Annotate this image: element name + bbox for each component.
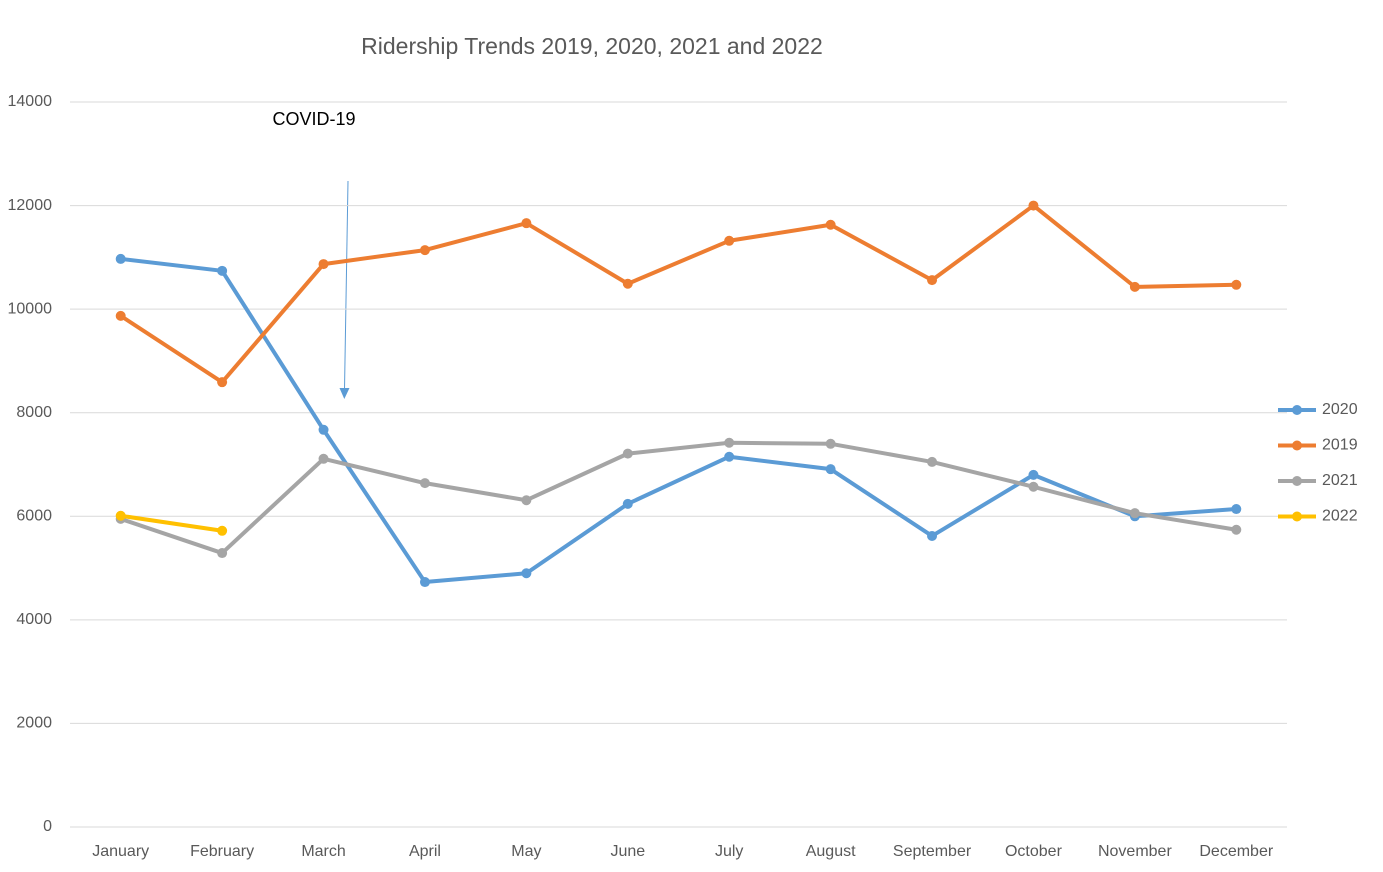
data-point — [622, 448, 633, 459]
data-point — [927, 456, 938, 467]
series-line — [120, 513, 223, 533]
data-point — [115, 510, 126, 521]
x-tick-label: September — [893, 843, 972, 860]
data-point — [1231, 279, 1242, 290]
x-tick-label: February — [190, 843, 254, 860]
data-point — [1129, 281, 1140, 292]
x-tick-label: December — [1199, 843, 1273, 860]
x-tick-label: April — [409, 843, 441, 860]
x-tick-label: January — [92, 843, 149, 860]
data-point — [217, 548, 228, 559]
data-point — [724, 437, 735, 448]
data-point — [1028, 469, 1039, 480]
x-tick-label: May — [511, 843, 541, 860]
data-point — [217, 265, 228, 276]
data-point — [1231, 504, 1242, 515]
data-point — [1129, 508, 1140, 519]
data-point — [927, 275, 938, 286]
data-point — [825, 438, 836, 449]
data-point — [419, 245, 430, 256]
data-point — [724, 451, 735, 462]
data-point — [825, 464, 836, 475]
data-point — [419, 577, 430, 588]
data-point — [217, 525, 228, 536]
legend-marker — [1292, 476, 1302, 486]
x-tick-label: March — [301, 843, 345, 860]
data-point — [622, 278, 633, 289]
y-tick-label: 4000 — [16, 611, 52, 628]
data-point — [115, 310, 126, 321]
data-point — [217, 377, 228, 388]
chart-title: Ridership Trends 2019, 2020, 2021 and 20… — [361, 33, 823, 59]
data-point — [521, 218, 532, 229]
legend-label: 2021 — [1322, 472, 1358, 489]
y-tick-label: 2000 — [16, 715, 52, 732]
legend-marker — [1292, 440, 1302, 451]
data-point — [115, 253, 126, 264]
data-point — [927, 530, 938, 541]
y-tick-label: 6000 — [16, 508, 52, 525]
data-point — [318, 259, 329, 270]
legend-label: 2020 — [1322, 401, 1358, 418]
legend-label: 2019 — [1322, 437, 1358, 454]
y-tick-label: 12000 — [8, 197, 53, 214]
x-tick-label: July — [715, 843, 743, 860]
annotation-arrow — [344, 180, 349, 391]
data-point — [318, 424, 329, 435]
y-tick-label: 8000 — [16, 404, 52, 421]
series-line — [120, 440, 1237, 556]
x-tick-label: November — [1098, 843, 1172, 860]
x-tick-label: August — [806, 843, 856, 860]
legend-marker — [1292, 405, 1302, 415]
data-point — [825, 219, 836, 230]
y-tick-label: 14000 — [8, 93, 53, 110]
annotation: COVID-19 — [272, 109, 355, 129]
y-tick-label: 0 — [43, 818, 52, 835]
legend-label: 2022 — [1322, 508, 1358, 525]
data-point — [622, 498, 633, 509]
legend-marker — [1292, 511, 1302, 522]
data-point — [419, 478, 430, 489]
series-line — [120, 256, 1237, 585]
arrow-head — [339, 388, 350, 399]
data-point — [521, 495, 532, 506]
data-point — [318, 453, 329, 464]
series-line — [119, 203, 1237, 385]
data-point — [1231, 524, 1242, 535]
data-point — [521, 568, 532, 579]
data-point — [1028, 481, 1039, 492]
y-tick-label: 10000 — [8, 300, 53, 317]
x-tick-label: October — [1005, 843, 1063, 860]
x-tick-label: June — [610, 843, 645, 860]
data-point — [1028, 200, 1039, 211]
data-point — [724, 235, 735, 246]
